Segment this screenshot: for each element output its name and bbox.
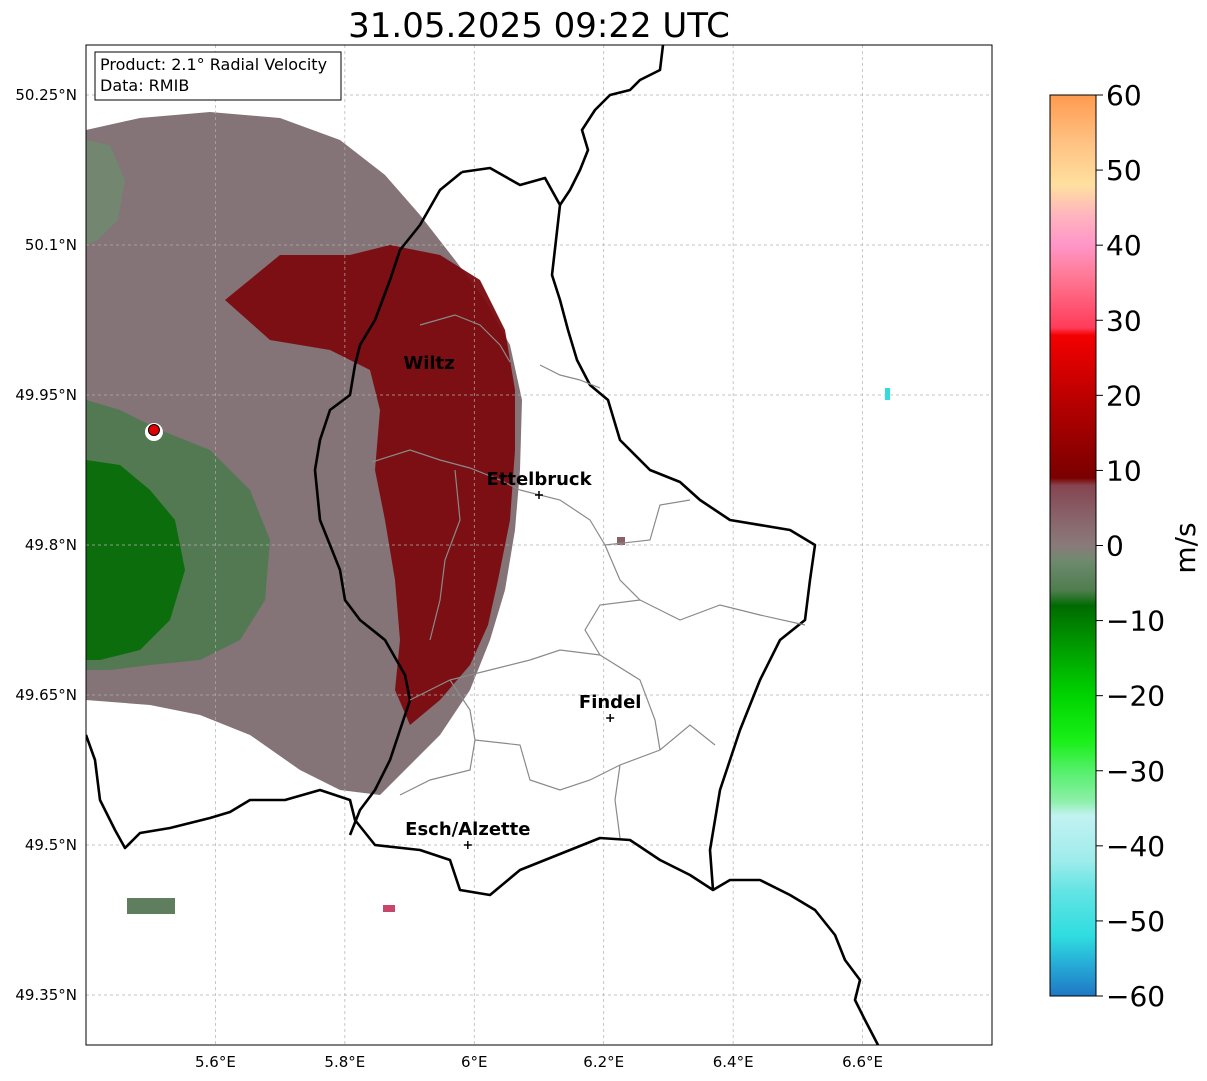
colorbar-tick-label: 40 <box>1106 229 1142 262</box>
info-box: Product: 2.1° Radial Velocity Data: RMIB <box>94 51 342 101</box>
canton-line-10 <box>474 724 716 791</box>
info-data-source: Data: RMIB <box>100 76 189 95</box>
lat-tick-label: 49.65°N <box>15 686 77 704</box>
colorbar-tick-label: 20 <box>1106 379 1142 412</box>
colorbar-tick-label: 10 <box>1106 454 1142 487</box>
canton-line-4 <box>539 364 601 389</box>
border-luxembourg-west <box>86 166 817 897</box>
city-label: Esch/Alzette <box>405 819 530 840</box>
radar-site-dot <box>147 424 160 436</box>
city-markers: Wiltz Ettelbruck Findel Esch/Alzette <box>403 353 641 849</box>
colorbar-tick-label: 0 <box>1106 530 1124 563</box>
canton-line-11 <box>599 654 661 751</box>
colorbar-tick-label: 60 <box>1106 79 1142 112</box>
info-box-frame <box>94 51 342 101</box>
radar-echo-field <box>86 112 890 914</box>
colorbar-tick-label: −30 <box>1106 755 1165 788</box>
lat-tick-label: 50.1°N <box>25 236 77 254</box>
colorbar-tick-label: −50 <box>1106 905 1165 938</box>
lat-tick-label: 50.25°N <box>15 86 77 104</box>
lat-tick-label: 49.35°N <box>15 986 77 1004</box>
city-marker <box>606 714 615 722</box>
info-product: Product: 2.1° Radial Velocity <box>100 55 327 74</box>
echo-speck-sw <box>127 898 175 914</box>
colorbar-tick-label: 50 <box>1106 154 1142 187</box>
colorbar-tick-labels: 60 50 40 30 20 10 0 −10 −20 −30 −40 −50 −60 <box>1096 79 1165 1013</box>
colorbar-tick-label: −60 <box>1106 980 1165 1013</box>
border-france-south <box>712 878 880 1045</box>
city-label: Wiltz <box>403 353 454 374</box>
lat-tick-label: 49.5°N <box>25 836 77 854</box>
echo-speck-se <box>617 537 625 545</box>
longitude-tick-labels: 5.6°E 5.8°E 6°E 6.2°E 6.4°E 6.6°E <box>195 1053 883 1071</box>
latitude-tick-labels: 50.25°N 50.1°N 49.95°N 49.8°N 49.65°N 49.5°N 4… <box>15 86 77 1004</box>
lat-tick-label: 49.95°N <box>15 386 77 404</box>
echo-north-green <box>86 140 125 245</box>
colorbar-tick-label: 30 <box>1106 304 1142 337</box>
city-label: Findel <box>579 692 642 713</box>
echo-speck-east <box>885 388 890 400</box>
canton-line-6 <box>584 544 642 656</box>
lon-tick-label: 6.2°E <box>583 1053 624 1071</box>
colorbar: 60 50 40 30 20 10 0 −10 −20 −30 −40 −50 −60 m/s <box>1049 79 1202 1013</box>
echo-inbound-strong <box>86 460 185 660</box>
canton-line-2 <box>371 449 521 491</box>
echo-outbound-band <box>225 245 515 725</box>
canton-line-12 <box>614 764 621 839</box>
city-marker <box>535 491 543 499</box>
canton-line-1 <box>419 314 511 363</box>
lon-tick-label: 5.6°E <box>195 1053 236 1071</box>
canton-line-7 <box>639 599 806 626</box>
canton-line-9 <box>399 679 476 796</box>
city-marker <box>463 841 472 849</box>
border-germany-east <box>558 45 665 206</box>
lon-tick-label: 6.4°E <box>713 1053 754 1071</box>
colorbar-tick-label: −20 <box>1106 680 1165 713</box>
map-title: 31.05.2025 09:22 UTC <box>348 6 730 46</box>
lon-tick-label: 5.8°E <box>324 1053 365 1071</box>
lon-tick-label: 6.6°E <box>842 1053 883 1071</box>
lon-tick-label: 6°E <box>461 1053 488 1071</box>
canton-boundaries <box>371 314 806 839</box>
colorbar-unit-label: m/s <box>1169 522 1202 573</box>
map-panel: Wiltz Ettelbruck Findel Esch/Alzette Produc… <box>15 44 993 1071</box>
colorbar-tick-label: −40 <box>1106 830 1165 863</box>
echo-speck-s <box>383 905 395 912</box>
radar-site-marker <box>144 423 163 441</box>
colorbar-scale <box>1049 94 1097 997</box>
city-label: Ettelbruck <box>486 469 592 490</box>
border-luxembourg-belgium <box>313 170 463 836</box>
country-borders <box>86 45 880 1045</box>
canton-line-8 <box>409 649 601 701</box>
canton-line-3 <box>429 469 461 641</box>
map-frame <box>85 44 993 1046</box>
lat-tick-label: 49.8°N <box>25 536 77 554</box>
graticule <box>86 45 992 1045</box>
colorbar-tick-label: −10 <box>1106 605 1165 638</box>
